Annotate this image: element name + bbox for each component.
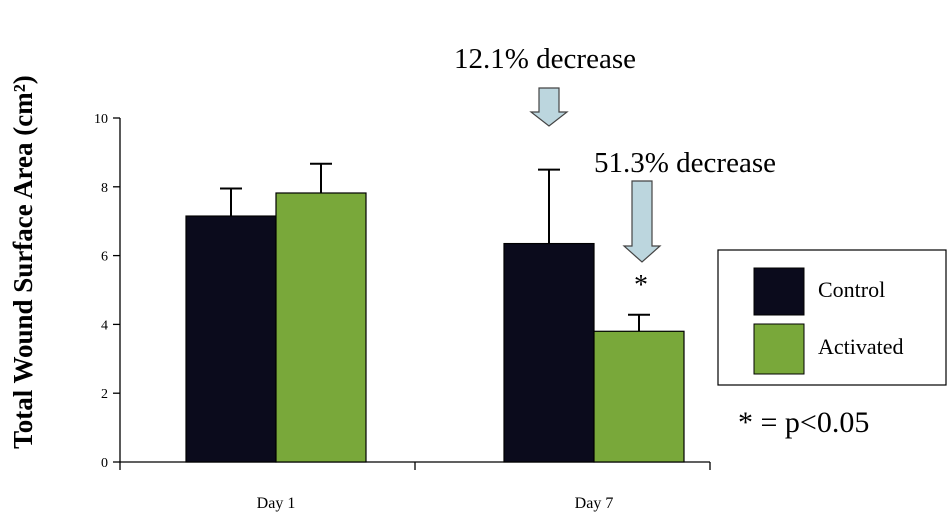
control-decrease-arrow: [529, 87, 569, 127]
bars: [185, 162, 685, 463]
bar-control-day-7: [503, 242, 595, 463]
legend-box: [717, 249, 947, 386]
control-decrease-annotation: 12.1% decrease: [454, 43, 636, 75]
significance-note: * = p<0.05: [738, 406, 869, 439]
y-tick-label: 0: [101, 456, 108, 471]
bar-activated-day-7: [593, 330, 685, 463]
category-labels: Day 1 Day 7: [257, 495, 614, 512]
y-axis-label: Total Wound Surface Area (cm²): [8, 75, 38, 449]
legend-swatch-activated: [753, 323, 805, 375]
activated-decrease-arrow: [622, 180, 662, 263]
y-tick-label: 8: [101, 181, 108, 196]
bar-activated-day-1: [275, 192, 367, 463]
legend-label-activated: Activated: [818, 334, 904, 359]
bar-control-day-1: [185, 215, 277, 463]
x-category-label: Day 7: [575, 495, 614, 512]
legend: Control Activated: [717, 249, 947, 386]
legend-swatch-control: [753, 267, 805, 316]
y-tick-label: 10: [94, 112, 108, 127]
significance-star: *: [634, 270, 648, 301]
activated-decrease-annotation: 51.3% decrease: [594, 147, 776, 179]
x-category-label: Day 1: [257, 495, 296, 512]
y-tick-label: 6: [101, 250, 108, 265]
y-tick-label: 4: [101, 318, 108, 333]
y-tick-label: 2: [101, 387, 108, 402]
legend-label-control: Control: [818, 277, 885, 302]
